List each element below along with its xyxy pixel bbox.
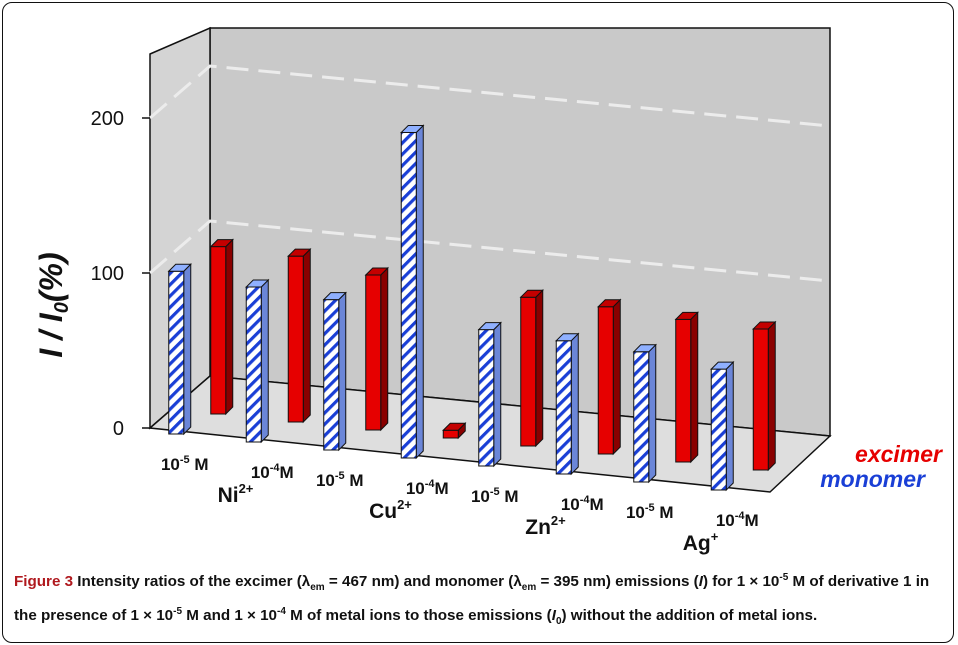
y-tick-label: 0 [113,418,124,440]
excimer-bar [597,298,622,456]
excimer-bar [752,320,777,472]
bar-chart-3d: 0 100 200 10-5 M 10-4M 10-5 M 10-4M 10-5 M 10-4… [33,26,943,555]
figure-label: Figure 3 [14,573,74,591]
caption-text: = 395 nm) emissions ( [536,573,699,591]
metal-ion-label: Cu2+ [369,497,412,523]
caption-text: M of metal ions to those emissions ( [285,607,552,625]
x-axis-labels: 10-5 M 10-4M 10-5 M 10-4M 10-5 M 10-4M 10-5 M 1… [161,454,759,555]
legend-monomer: monomer [820,466,926,492]
excimer-bar [287,247,312,424]
concentration-label: 10-4M [716,510,759,530]
caption-sup: -4 [277,606,286,618]
concentration-label: 10-4M [406,478,449,498]
excimer-bar [442,422,467,440]
monomer-bar [632,343,657,484]
caption-sup: -5 [779,572,789,583]
gridline [149,219,831,283]
concentration-label: 10-5 M [161,454,209,474]
metal-ion-label: Ag+ [683,529,719,555]
concentration-label: 10-4M [251,462,294,482]
caption-text: = 467 nm) and monomer (λ [324,573,522,591]
y-axis-ticks: 0 100 200 [91,64,831,440]
caption-sub: em [521,582,537,594]
legend-excimer: excimer [855,441,943,467]
caption-sub: 0 [555,616,562,628]
excimer-bar [674,311,699,464]
concentration-label: 10-5 M [316,470,364,490]
monomer-bar [245,278,270,444]
gridline [149,64,831,128]
bars [167,124,777,492]
monomer-bar [400,124,425,460]
metal-ion-label: Zn2+ [525,513,566,539]
monomer-bar [477,321,502,468]
figure-caption: Figure 3 Intensity ratios of the excimer… [14,566,949,634]
y-axis-label: I / I0(%) [33,252,73,357]
concentration-label: 10-5 M [626,502,674,522]
concentration-label: 10-5 M [471,486,519,506]
caption-italic: I [698,573,703,591]
caption-text: ) without the addition of metal ions. [561,607,818,625]
caption-sup: -5 [173,606,183,618]
caption-text: ) for 1 × 10 [702,573,780,591]
monomer-bar [555,332,580,476]
monomer-bar [167,263,192,436]
monomer-bar [322,291,347,452]
concentration-label: 10-4M [561,494,604,514]
excimer-bar [209,238,234,416]
excimer-bar [519,288,544,448]
caption-text: Intensity ratios of the excimer (λ [73,573,311,591]
caption-text: M and 1 × 10 [182,607,277,625]
caption-italic: I [551,607,556,625]
y-tick-label: 100 [91,263,124,285]
caption-text: M of derivative 1 in the presence of 1 ×… [14,573,930,625]
y-tick-label: 200 [91,108,124,130]
monomer-bar [710,360,735,492]
metal-ion-label: Ni2+ [218,481,254,507]
excimer-bar [364,266,389,432]
caption-sub: em [310,582,325,594]
